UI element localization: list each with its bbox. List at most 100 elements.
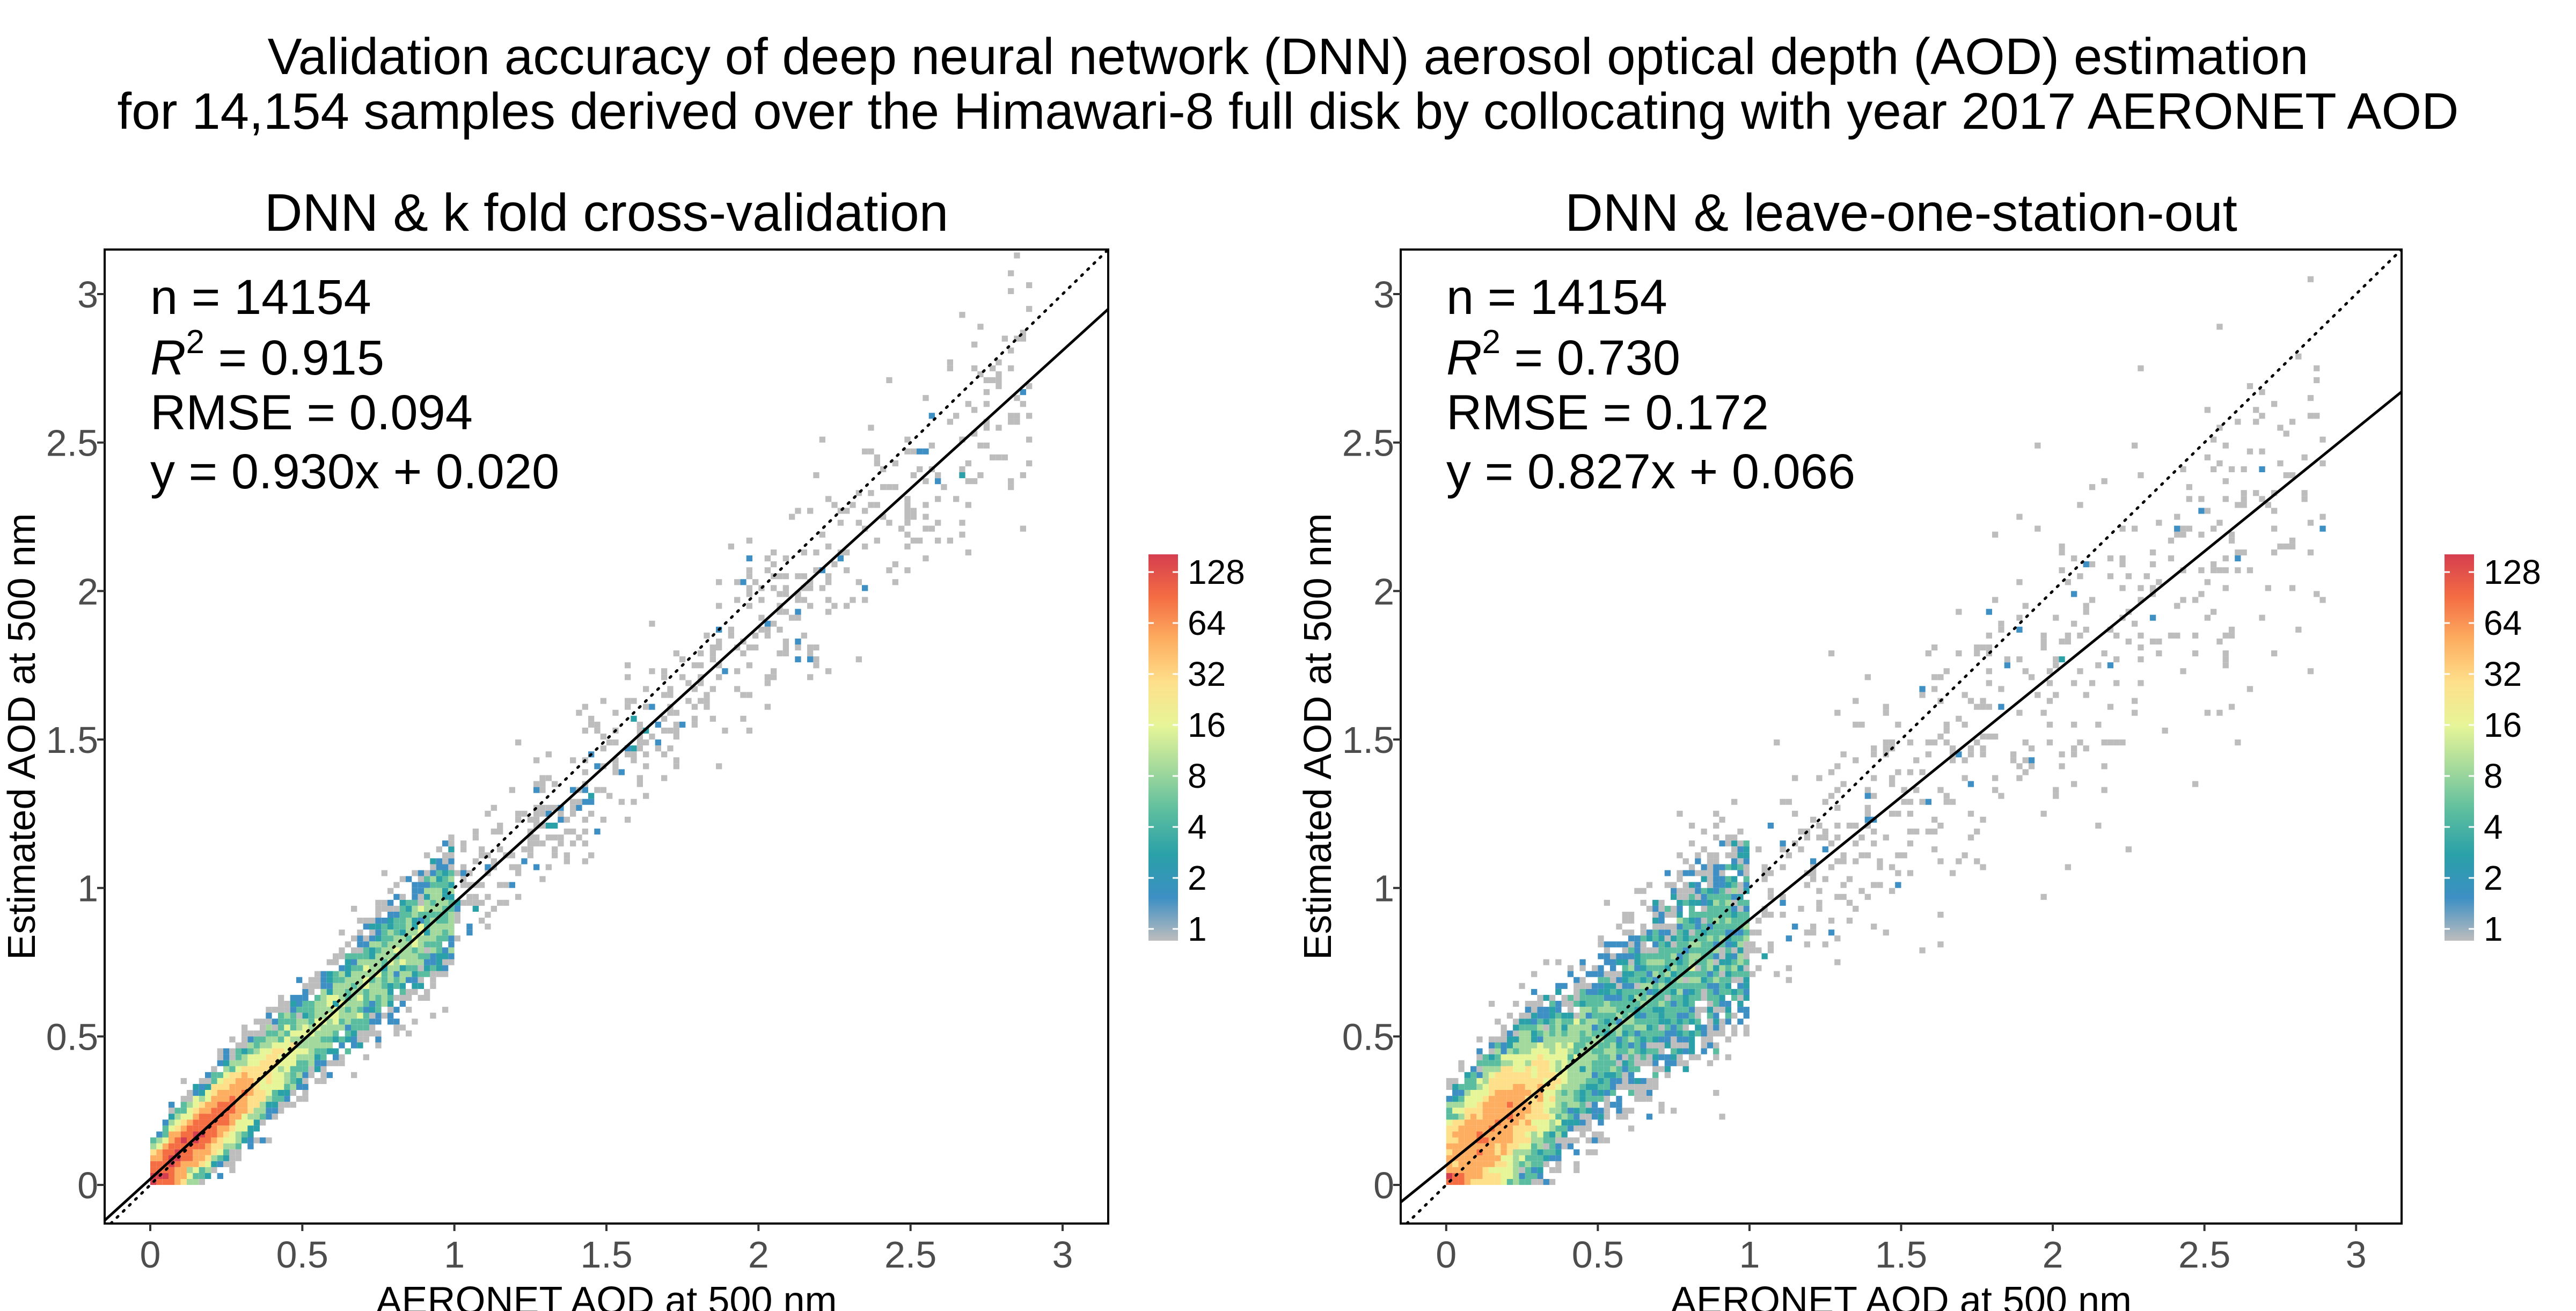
density-cell <box>1628 959 1635 965</box>
density-cell <box>1701 965 1707 971</box>
density-cell <box>1853 698 1859 704</box>
density-cell <box>1646 994 1653 1001</box>
density-cell <box>1937 734 1944 740</box>
density-cell <box>1695 924 1701 930</box>
density-cell <box>308 1001 314 1007</box>
density-cell <box>247 1096 254 1102</box>
density-cell <box>1495 1143 1501 1149</box>
density-cell <box>1574 1167 1580 1173</box>
colorbar-gradient <box>2445 554 2474 941</box>
density-cell <box>2174 531 2180 538</box>
density-cell <box>174 1161 181 1167</box>
density-cell <box>2235 555 2241 562</box>
density-cell <box>314 1066 321 1072</box>
density-cell <box>174 1125 181 1132</box>
density-cell <box>1840 852 1847 859</box>
density-cell <box>1598 1096 1604 1102</box>
density-cell <box>1695 893 1701 900</box>
density-cell <box>1574 1137 1580 1144</box>
density-cell <box>223 1102 230 1108</box>
density-cell <box>1853 757 1859 764</box>
density-cell <box>1682 1048 1689 1054</box>
density-cell <box>2307 413 2314 419</box>
density-cell <box>363 918 369 924</box>
density-cell <box>375 1042 382 1049</box>
density-cell <box>1834 858 1841 865</box>
density-cell <box>1925 739 1931 746</box>
density-cell <box>1956 650 1962 657</box>
density-cell <box>1604 1114 1610 1120</box>
density-cell <box>1525 1119 1531 1126</box>
density-cell <box>807 644 814 651</box>
density-cell <box>545 810 552 817</box>
density-cell <box>612 709 619 716</box>
x-tick-label: 1.5 <box>580 1234 632 1276</box>
density-cell <box>296 1060 303 1066</box>
density-cell <box>2319 597 2326 603</box>
density-cell <box>698 650 704 657</box>
density-cell <box>320 1066 327 1072</box>
density-cell <box>162 1143 169 1149</box>
density-cell <box>1671 1007 1677 1013</box>
density-cell <box>290 1083 296 1090</box>
density-cell <box>357 953 363 960</box>
density-cell <box>448 905 455 912</box>
density-cell <box>180 1119 187 1126</box>
density-cell <box>1458 1131 1465 1138</box>
density-cell <box>795 656 801 663</box>
density-cell <box>1555 1078 1562 1084</box>
density-cell <box>2089 680 2096 686</box>
density-cell <box>1464 1131 1470 1138</box>
density-cell <box>2246 383 2253 390</box>
density-cell <box>2216 638 2223 644</box>
density-cell <box>1664 988 1671 995</box>
density-cell <box>460 899 467 906</box>
density-cell <box>369 918 376 924</box>
density-cell <box>1585 1072 1592 1078</box>
density-cell <box>1476 1090 1483 1096</box>
density-cell <box>1628 977 1635 983</box>
density-cell <box>2046 668 2053 675</box>
density-cell <box>369 1013 376 1019</box>
density-cell <box>375 1030 382 1037</box>
density-cell <box>217 1072 223 1078</box>
density-cell <box>345 1007 351 1013</box>
density-cell <box>406 971 412 977</box>
density-cell <box>1555 1042 1562 1049</box>
density-cell <box>320 1036 327 1043</box>
density-cell <box>588 721 595 728</box>
density-cell <box>2022 757 2029 764</box>
density-cell <box>1008 270 1014 276</box>
density-cell <box>2016 614 2023 621</box>
density-cell <box>266 1054 272 1060</box>
density-cell <box>1634 1001 1641 1007</box>
density-cell <box>156 1161 163 1167</box>
density-cell <box>1707 905 1714 912</box>
density-cell <box>1525 1078 1531 1084</box>
density-cell <box>1864 816 1871 823</box>
density-cell <box>1652 1013 1659 1019</box>
density-cell <box>1701 912 1707 918</box>
density-cell <box>333 1036 339 1043</box>
density-cell <box>1871 882 1877 888</box>
density-cell <box>442 882 449 888</box>
density-cell <box>1549 1083 1556 1090</box>
density-cell <box>1519 1019 1525 1025</box>
density-cell <box>1495 1096 1501 1102</box>
density-cell <box>193 1125 199 1132</box>
density-cell <box>180 1155 187 1161</box>
density-cell <box>442 918 449 924</box>
density-cell <box>2211 609 2217 615</box>
density-cell <box>430 959 436 965</box>
density-cell <box>1640 1054 1646 1060</box>
density-cell <box>375 1007 382 1013</box>
density-cell <box>284 1066 290 1072</box>
density-cell <box>618 769 625 775</box>
density-cell <box>320 1078 327 1084</box>
density-cell <box>1986 609 1992 615</box>
density-cell <box>393 994 400 1001</box>
density-cell <box>1652 899 1659 906</box>
density-cell <box>1585 1090 1592 1096</box>
density-cell <box>1513 1167 1519 1173</box>
density-cell <box>308 977 314 983</box>
